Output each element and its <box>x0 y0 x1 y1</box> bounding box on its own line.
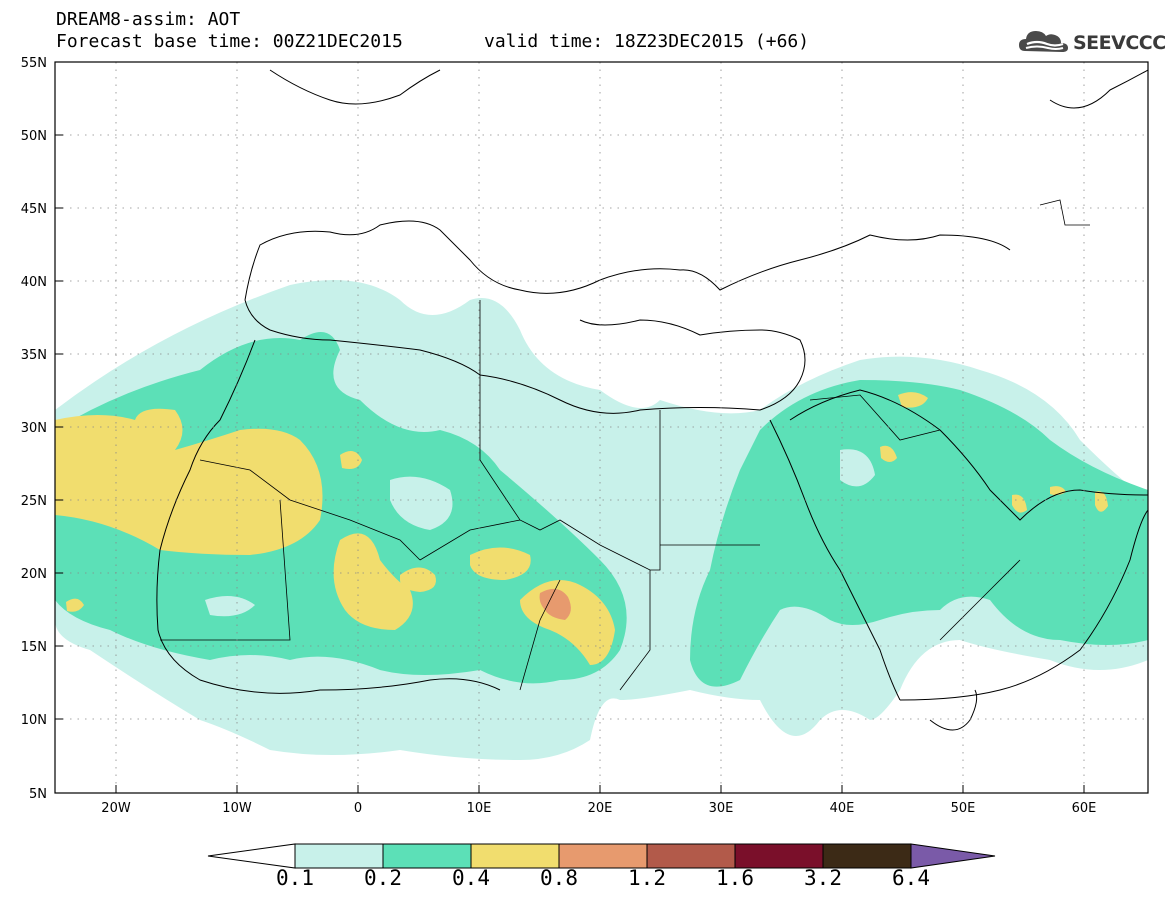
lon-label-60e: 60E <box>1072 801 1097 816</box>
map-title: DREAM8-assim: AOT <box>56 9 241 30</box>
lat-label-50n: 50N <box>21 129 47 144</box>
aot-hole-4 <box>205 596 255 617</box>
valid-time: valid time: 18Z23DEC2015 (+66) <box>484 31 810 52</box>
lat-label-40n: 40N <box>21 275 47 290</box>
aot-contour-high-3 <box>470 547 531 580</box>
aot-contour-high-1 <box>55 408 323 555</box>
aot-contour-high-4 <box>400 567 436 592</box>
aot-contour-high-8 <box>880 445 897 462</box>
colorbar-under-arrow <box>207 843 296 869</box>
colorbar-label-6-4: 6.4 <box>892 866 930 890</box>
cloud-logo-icon <box>1019 31 1068 52</box>
lat-label-20n: 20N <box>21 567 47 582</box>
colorbar-swatch-3 <box>470 843 560 869</box>
lat-label-25n: 25N <box>21 494 47 509</box>
latitude-labels: 55N 50N 45N 40N 35N 30N 25N 20N 15N 10N … <box>21 56 47 802</box>
colorbar-label-0-1: 0.1 <box>276 866 314 890</box>
colorbar-swatch-7 <box>822 843 912 869</box>
aot-hole-1 <box>390 476 453 530</box>
lat-label-15n: 15N <box>21 640 47 655</box>
aot-contour-high-6 <box>340 451 362 469</box>
colorbar-label-1-6: 1.6 <box>716 866 754 890</box>
longitude-labels: 20W 10W 0 10E 20E 30E 40E 50E 60E <box>101 801 1096 816</box>
colorbar-label-0-4: 0.4 <box>452 866 490 890</box>
lon-label-20e: 20E <box>588 801 613 816</box>
aot-contour-high-9 <box>1012 494 1027 513</box>
aot-contour-high-11 <box>1095 491 1108 512</box>
lon-label-10w: 10W <box>222 801 252 816</box>
colorbar-label-0-8: 0.8 <box>540 866 578 890</box>
lat-label-55n: 55N <box>21 56 47 71</box>
colorbar-label-0-2: 0.2 <box>364 866 402 890</box>
aot-hole-3 <box>840 449 875 487</box>
lat-label-30n: 30N <box>21 421 47 436</box>
colorbar <box>207 843 996 869</box>
lon-label-10e: 10E <box>467 801 492 816</box>
lat-label-5n: 5N <box>29 787 47 802</box>
aot-contour-mid-east <box>690 380 1148 687</box>
lat-label-35n: 35N <box>21 348 47 363</box>
coastlines <box>156 69 1148 731</box>
country-borders <box>160 199 1090 691</box>
lat-label-10n: 10N <box>21 713 47 728</box>
aot-contours <box>55 280 1148 760</box>
lon-label-20w: 20W <box>101 801 131 816</box>
colorbar-swatch-5 <box>646 843 736 869</box>
colorbar-swatch-4 <box>558 843 648 869</box>
lon-label-0: 0 <box>354 801 362 816</box>
aot-contour-peak <box>539 588 571 620</box>
lon-label-50e: 50E <box>951 801 976 816</box>
lon-label-30e: 30E <box>709 801 734 816</box>
aot-contour-mid-west <box>55 332 627 684</box>
aot-contour-high-7 <box>898 392 928 408</box>
lon-label-40e: 40E <box>830 801 855 816</box>
seevccc-logo: SEEVCCC <box>1017 24 1165 58</box>
axis-ticks <box>55 134 1085 793</box>
colorbar-swatch-1 <box>294 843 384 869</box>
colorbar-label-1-2: 1.2 <box>628 866 666 890</box>
aot-contour-high-2 <box>333 533 413 630</box>
logo-text: SEEVCCC <box>1073 32 1165 54</box>
colorbar-over-arrow <box>910 843 996 869</box>
forecast-time-line: Forecast base time: 00Z21DEC2015 valid ti… <box>56 31 809 52</box>
base-time: Forecast base time: 00Z21DEC2015 <box>56 31 403 52</box>
aot-hole-2 <box>370 354 405 391</box>
colorbar-swatch-2 <box>382 843 472 869</box>
colorbar-swatch-6 <box>734 843 824 869</box>
aot-contour-high-12 <box>66 598 84 612</box>
colorbar-label-3-2: 3.2 <box>804 866 842 890</box>
lat-label-45n: 45N <box>21 202 47 217</box>
